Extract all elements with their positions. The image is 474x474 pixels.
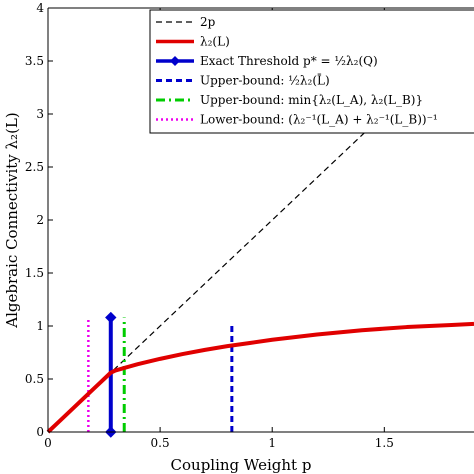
y-tick-label: 2.5 <box>25 160 44 174</box>
legend-label: Upper-bound: min{λ₂(L_A), λ₂(L_B)} <box>200 93 423 107</box>
legend-label: Lower-bound: (λ₂⁻¹(L_A) + λ₂⁻¹(L_B))⁻¹ <box>200 113 438 127</box>
legend-label: λ₂(L) <box>200 35 230 49</box>
legend-label: 2p <box>200 15 216 29</box>
y-tick-label: 1 <box>36 319 44 333</box>
y-tick-label: 3.5 <box>25 54 44 68</box>
threshold-marker <box>105 311 117 324</box>
x-tick-label: 1 <box>268 436 276 450</box>
x-tick-label: 0.5 <box>151 436 170 450</box>
x-tick-label: 1.5 <box>375 436 394 450</box>
plot-area <box>46 28 474 438</box>
y-axis-label: Algebraic Connectivity λ₂(L) <box>3 112 21 328</box>
y-tick-label: 3 <box>36 107 44 121</box>
legend-label: Exact Threshold p* = ½λ₂(Q) <box>200 54 378 68</box>
y-tick-label: 4 <box>36 1 44 15</box>
ref-line-2p <box>47 28 474 433</box>
y-tick-label: 0.5 <box>25 372 44 386</box>
legend-box <box>149 9 474 134</box>
legend-diamond-marker <box>170 56 180 66</box>
x-axis-label: Coupling Weight p <box>171 456 312 474</box>
legend: 2p λ₂(L) Exact Threshold p* = ½λ₂(Q) Upper-… <box>149 9 474 134</box>
y-tick-label: 2 <box>36 213 44 227</box>
x-tick-label: 0 <box>44 436 52 450</box>
legend-label: Upper-bound: ½λ₂(L̄) <box>200 72 330 87</box>
lambda2-curve <box>46 321 474 434</box>
y-tick-label: 0 <box>36 425 44 439</box>
y-tick-label: 1.5 <box>25 266 44 280</box>
